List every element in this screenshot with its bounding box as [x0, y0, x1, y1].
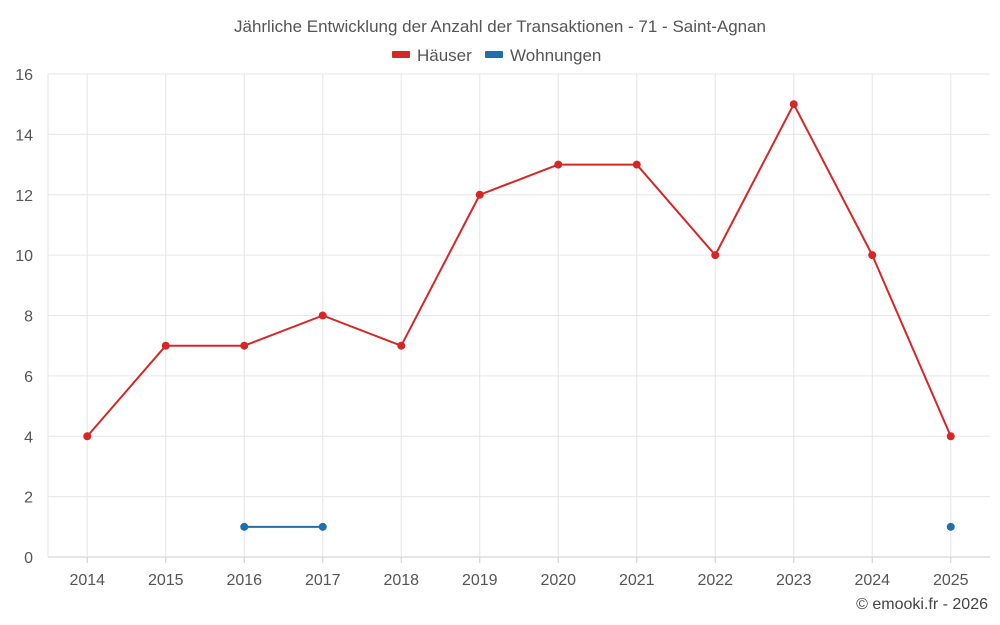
x-tick-label: 2020 [540, 572, 576, 589]
x-tick-label: 2017 [305, 572, 341, 589]
data-point-haeuser-2018[interactable] [397, 341, 406, 350]
x-tick-label: 2022 [697, 572, 733, 589]
x-tick-label: 2024 [854, 572, 890, 589]
data-point-haeuser-2021[interactable] [632, 160, 641, 169]
data-point-haeuser-2016[interactable] [240, 341, 249, 350]
x-tick-label: 2023 [776, 572, 812, 589]
legend-swatch-wohnungen [485, 51, 503, 58]
x-tick-label: 2025 [933, 572, 969, 589]
data-point-haeuser-2020[interactable] [554, 160, 563, 169]
y-tick-label: 2 [24, 490, 33, 507]
x-axis-ticks: 2014 2015 2016 2017 2018 2019 2020 2021 2022 2023… [69, 557, 969, 589]
legend: Häuser Wohnungen [392, 46, 601, 65]
series-haeuser [83, 100, 955, 441]
series-wohnungen [240, 522, 955, 531]
x-tick-label: 2014 [69, 572, 105, 589]
grid [47, 73, 990, 558]
y-tick-label: 4 [24, 429, 33, 446]
y-tick-label: 14 [15, 127, 33, 144]
chart-title: Jährliche Entwicklung der Anzahl der Tra… [234, 17, 766, 36]
data-point-haeuser-2022[interactable] [711, 251, 720, 260]
x-tick-label: 2016 [226, 572, 262, 589]
series [83, 100, 955, 531]
y-axis-ticks: 0 2 4 6 8 10 12 14 16 [15, 67, 33, 567]
x-tick-label: 2019 [462, 572, 498, 589]
x-tick-label: 2018 [383, 572, 419, 589]
y-tick-label: 0 [24, 550, 33, 567]
series-line-haeuser [86, 103, 952, 437]
legend-item-haeuser[interactable]: Häuser [392, 46, 472, 65]
legend-label-haeuser: Häuser [417, 46, 472, 65]
data-point-haeuser-2025[interactable] [946, 432, 955, 441]
credit-text: © emooki.fr - 2026 [856, 596, 988, 613]
y-tick-label: 6 [24, 369, 33, 386]
data-point-wohnungen-2025[interactable] [946, 522, 955, 531]
y-tick-label: 10 [15, 248, 33, 265]
y-tick-label: 12 [15, 188, 33, 205]
legend-label-wohnungen: Wohnungen [510, 46, 601, 65]
data-point-haeuser-2019[interactable] [475, 190, 484, 199]
x-tick-label: 2015 [148, 572, 184, 589]
legend-item-wohnungen[interactable]: Wohnungen [485, 46, 601, 65]
x-tick-label: 2021 [619, 572, 655, 589]
y-tick-label: 16 [15, 67, 33, 84]
data-point-wohnungen-2017[interactable] [318, 522, 327, 531]
data-point-haeuser-2023[interactable] [789, 100, 798, 109]
y-tick-label: 8 [24, 309, 33, 326]
data-point-haeuser-2017[interactable] [318, 311, 327, 320]
data-point-haeuser-2024[interactable] [868, 251, 877, 260]
data-point-haeuser-2014[interactable] [83, 432, 92, 441]
legend-swatch-haeuser [392, 51, 410, 58]
data-point-wohnungen-2016[interactable] [240, 522, 249, 531]
data-point-haeuser-2015[interactable] [161, 341, 170, 350]
